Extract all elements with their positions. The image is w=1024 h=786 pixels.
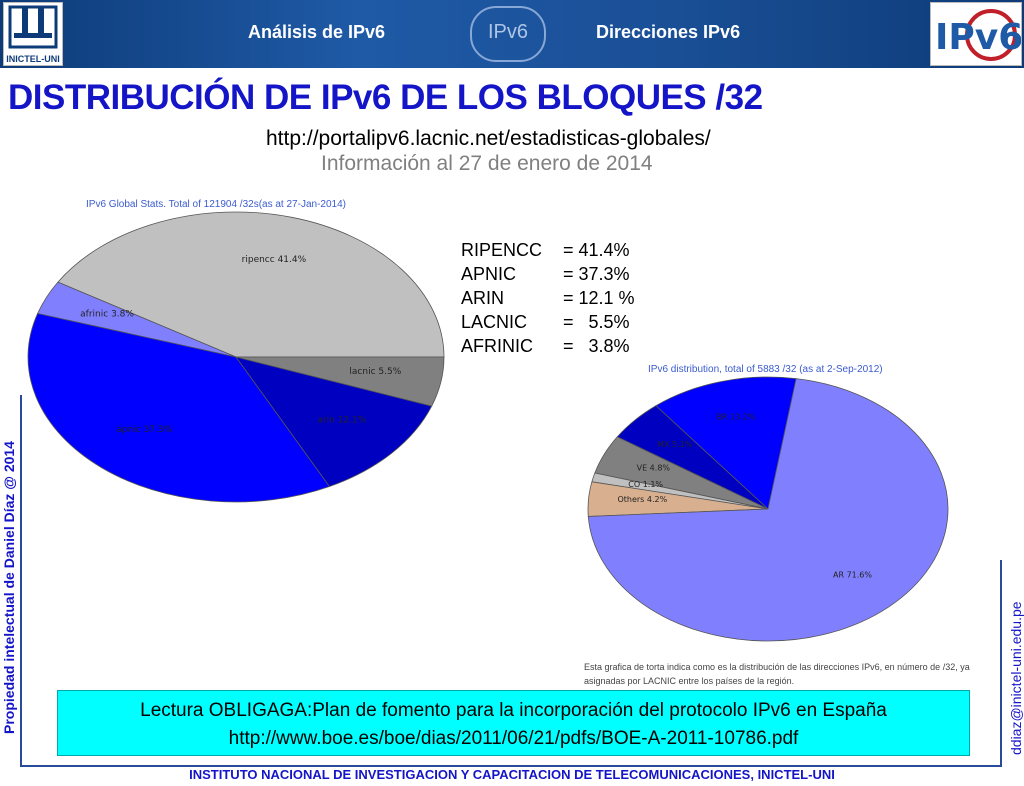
stats-name: AFRINIC — [461, 336, 533, 356]
stats-value: = 5.5% — [563, 312, 630, 332]
pie-label: AR 71.6% — [833, 571, 872, 580]
frame-line-bottom — [20, 765, 1002, 767]
pie-label: BR 13.2% — [716, 413, 755, 422]
pie-slice — [587, 378, 949, 642]
nav-direcciones[interactable]: Direcciones IPv6 — [596, 22, 741, 42]
pie-label: afrinic 3.8% — [80, 309, 134, 319]
pie-label: MX 5.1% — [657, 440, 693, 449]
frame-line-left — [20, 395, 22, 767]
chart2-caption: Esta grafica de torta indica como es la … — [584, 662, 970, 686]
left-logo-text: INICTEL-UNI — [6, 54, 60, 64]
pie-label: apnic 37.3% — [116, 425, 172, 435]
stats-name: ARIN — [461, 288, 505, 308]
inictel-logo-icon — [8, 5, 58, 49]
stats-row: RIPENCC = 41.4% — [461, 238, 635, 262]
stats-row: LACNIC = 5.5% — [461, 310, 635, 334]
right-logo-text: IPv6 — [935, 17, 1021, 58]
stats-value: = 12.1 % — [563, 288, 635, 308]
copyright-vertical: Propiedad intelectual de Daniel Díaz @ 2… — [0, 410, 18, 750]
nav-analisis[interactable]: Análisis de IPv6 — [248, 22, 386, 42]
pie-label: ripencc 41.4% — [242, 255, 307, 265]
stats-name: LACNIC — [461, 312, 528, 332]
pie-slice — [235, 356, 433, 488]
source-url[interactable]: http://portalipv6.lacnic.net/estadistica… — [266, 127, 711, 150]
stats-row: APNIC = 37.3% — [461, 262, 635, 286]
chart1-title: IPv6 Global Stats. Total of 121904 /32s(… — [86, 199, 346, 210]
pie-label: Others 4.2% — [617, 495, 667, 504]
stats-value: = 37.3% — [563, 264, 630, 284]
note-line1: Lectura OBLIGAGA:Plan de fomento para la… — [140, 700, 887, 721]
pie-slice — [235, 356, 445, 407]
chart2-title: IPv6 distribution, total of 5883 /32 (as… — [648, 364, 883, 375]
chart1-pie: ripencc 41.4% afrinic 3.8% apnic 37.3% arin… — [27, 211, 445, 503]
stats-list: RIPENCC = 41.4% APNIC = 37.3% ARIN = 12.1 %… — [461, 238, 635, 358]
ipv6-globe-icon: IPv6 — [935, 9, 1023, 61]
inictel-logo: INICTEL-UNI — [3, 2, 63, 66]
stats-name: RIPENCC — [461, 240, 543, 260]
ipv6-logo: IPv6 — [930, 2, 1023, 66]
note-box: Lectura OBLIGAGA:Plan de fomento para la… — [57, 690, 970, 756]
header-bar: INICTEL-UNI Análisis de IPv6 IPv6 Direcc… — [0, 0, 1024, 68]
pie-slice — [655, 376, 797, 510]
pie-label: VE 4.8% — [637, 464, 671, 473]
pie-label: arin 12.1% — [317, 415, 366, 425]
pie-label: lacnic 5.5% — [349, 367, 401, 377]
ipv6-center-logo: IPv6 — [470, 6, 546, 62]
pie-slice — [57, 211, 445, 358]
pie-slice — [27, 313, 331, 503]
footer-institution: INSTITUTO NACIONAL DE INVESTIGACION Y CA… — [189, 767, 835, 782]
stats-row: AFRINIC = 3.8% — [461, 334, 635, 358]
frame-line-right — [1000, 560, 1002, 767]
email-vertical: ddiaz@inictel-uni.edu.pe — [1000, 565, 1024, 760]
chart2-pie: BR 13.2% MX 5.1% VE 4.8% CO 1.1% Others 4.2%… — [587, 376, 949, 642]
stats-value: = 41.4% — [563, 240, 630, 260]
stats-name: APNIC — [461, 264, 517, 284]
note-link[interactable]: http://www.boe.es/boe/dias/2011/06/21/pd… — [228, 728, 799, 749]
stats-value: = 3.8% — [563, 336, 630, 356]
page-title: DISTRIBUCIÓN DE IPv6 DE LOS BLOQUES /32 — [8, 78, 763, 117]
copyright-text: Propiedad intelectual de Daniel Díaz @ 2… — [1, 441, 17, 734]
info-date: Información al 27 de enero de 2014 — [321, 152, 653, 175]
stats-row: ARIN = 12.1 % — [461, 286, 635, 310]
email-link[interactable]: ddiaz@inictel-uni.edu.pe — [1008, 601, 1024, 755]
pie-label: CO 1.1% — [628, 480, 663, 489]
